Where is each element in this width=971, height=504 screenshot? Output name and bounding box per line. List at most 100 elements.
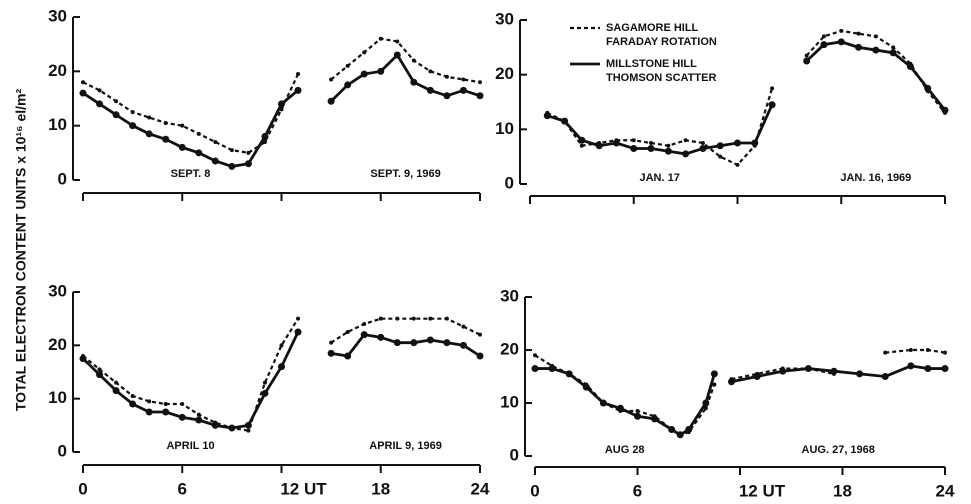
data-point [129, 122, 137, 130]
data-point [378, 316, 383, 321]
data-point [244, 421, 252, 429]
data-point [941, 365, 949, 373]
data-point [459, 341, 467, 349]
data-point [261, 133, 269, 141]
data-point [411, 58, 416, 63]
data-point [907, 362, 915, 370]
data-point [651, 415, 659, 423]
x-tick-label: 12 UT [739, 481, 786, 500]
data-point [162, 135, 170, 143]
legend-entry: SAGAMORE HILL FARADAY ROTATION [606, 22, 717, 48]
data-point [147, 115, 152, 120]
data-point [872, 46, 880, 54]
data-point [779, 367, 787, 375]
data-point [195, 149, 203, 157]
data-point [459, 86, 467, 94]
data-point [476, 92, 484, 100]
data-point [393, 51, 401, 59]
data-point [478, 332, 482, 337]
data-point [426, 86, 434, 94]
data-point [664, 147, 672, 155]
data-point [839, 28, 844, 33]
y-tick-label: 10 [48, 115, 67, 134]
data-point [360, 70, 368, 78]
data-point [476, 352, 484, 360]
x-tick-label: 12 UT [280, 479, 327, 498]
annotation: SEPT. 9, 1969 [370, 168, 440, 180]
data-point [855, 43, 863, 51]
data-point [362, 50, 367, 55]
data-point [344, 81, 352, 89]
data-point [461, 324, 466, 329]
series-line [82, 37, 481, 154]
data-point [112, 387, 120, 395]
data-point [145, 130, 153, 138]
x-tick-label: 0 [530, 481, 539, 500]
data-point [180, 123, 185, 128]
data-point [195, 416, 203, 424]
data-point [130, 394, 135, 398]
x-tick-label: 24 [936, 481, 955, 500]
data-point [279, 343, 284, 348]
data-point [377, 67, 385, 75]
x-tick-label: 18 [371, 479, 390, 498]
data-point [278, 100, 285, 108]
y-tick-label: 20 [48, 335, 67, 354]
x-tick-label: 24 [471, 479, 490, 498]
data-point [668, 426, 676, 433]
y-tick-label: 30 [48, 6, 67, 25]
y-tick-label: 0 [58, 169, 67, 188]
data-point [891, 45, 896, 50]
data-point [710, 370, 718, 378]
y-tick-label: 20 [48, 61, 67, 80]
data-point [96, 371, 104, 379]
data-point [616, 404, 624, 412]
y-tick-label: 30 [500, 286, 519, 305]
data-point [837, 38, 845, 46]
data-point [178, 143, 186, 151]
data-point [345, 330, 350, 334]
data-point [410, 78, 418, 86]
data-point [428, 316, 433, 321]
data-point [244, 160, 252, 168]
data-point [925, 348, 930, 352]
data-point [924, 365, 932, 373]
data-point [377, 333, 385, 341]
data-point [246, 150, 251, 155]
data-point [804, 53, 809, 58]
annotation: APRIL 10 [166, 440, 214, 452]
annotation: JAN. 16, 1969 [840, 172, 911, 184]
data-point [820, 41, 828, 49]
data-point [147, 399, 152, 404]
data-point [428, 69, 433, 74]
data-point [856, 370, 864, 378]
data-point [565, 370, 573, 378]
data-point [941, 106, 949, 114]
data-point [804, 365, 812, 373]
data-point [163, 402, 168, 406]
y-tick-label: 30 [48, 281, 67, 300]
data-point [579, 143, 584, 148]
data-point [444, 316, 449, 321]
data-point [114, 99, 119, 104]
data-point [278, 363, 285, 371]
data-point [682, 150, 690, 158]
data-point [180, 402, 185, 406]
data-point [821, 34, 826, 39]
data-point [889, 49, 897, 57]
data-point [395, 316, 400, 321]
annotation: SEPT. 8 [171, 168, 211, 180]
data-point [856, 31, 861, 36]
data-point [294, 86, 302, 94]
annotation: APRIL 9, 1969 [369, 440, 442, 452]
data-point [924, 84, 932, 92]
series-line [82, 317, 481, 432]
data-point [296, 72, 301, 77]
x-tick-label: 6 [178, 479, 187, 498]
data-point [543, 112, 551, 120]
series-line [534, 348, 946, 436]
data-point [294, 328, 302, 336]
data-point [883, 350, 888, 355]
data-point [700, 141, 705, 145]
